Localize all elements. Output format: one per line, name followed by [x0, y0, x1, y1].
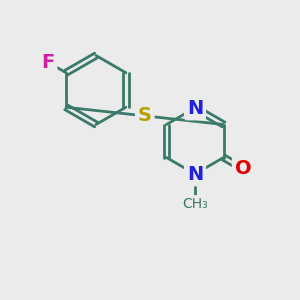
Text: CH₃: CH₃	[182, 196, 208, 211]
Text: S: S	[138, 106, 152, 125]
Text: F: F	[41, 53, 55, 72]
Text: O: O	[235, 159, 251, 178]
Text: N: N	[187, 98, 203, 118]
Text: N: N	[187, 164, 203, 184]
